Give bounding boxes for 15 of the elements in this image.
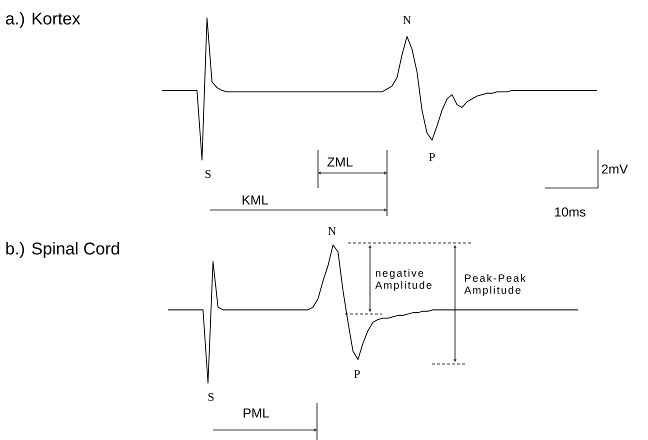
text: 2mV: [602, 164, 628, 174]
annotation: ZML: [327, 157, 353, 166]
annotation: N: [403, 16, 412, 24]
text: KML: [242, 195, 268, 204]
annotation: negative Amplitude: [375, 269, 432, 291]
text: 10ms: [555, 207, 586, 217]
chart-title: a.) Kortex: [6, 12, 80, 28]
chart-title: b.) Spinal Cord: [6, 242, 120, 258]
annotation: Peak-Peak Amplitude: [464, 274, 526, 296]
text: S: [208, 392, 214, 401]
text: N: [328, 226, 336, 235]
annotation: P: [429, 152, 435, 161]
text: PML: [244, 408, 269, 418]
annotation: P: [354, 370, 360, 378]
text: S: [205, 170, 211, 178]
